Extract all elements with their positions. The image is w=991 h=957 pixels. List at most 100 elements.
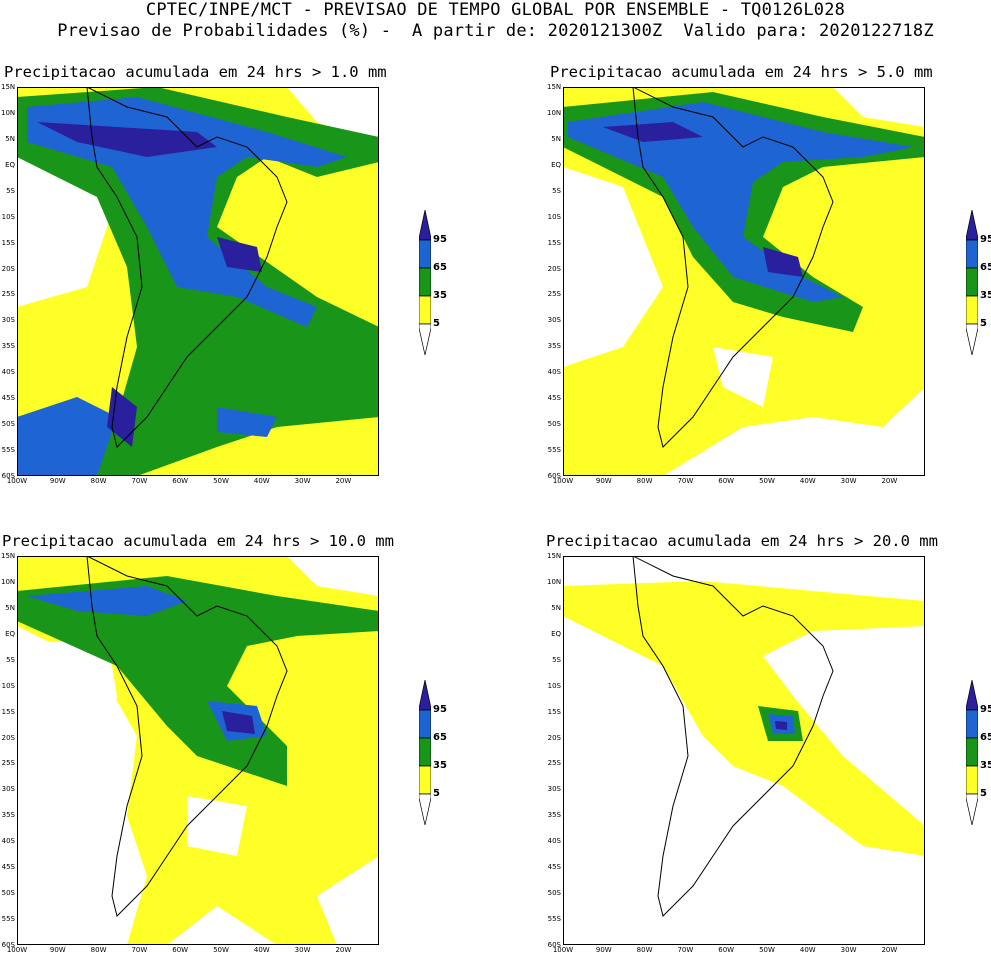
lat-label: 45S	[1, 394, 15, 403]
lon-label: 90W	[595, 477, 612, 485]
colorbar-label: 65	[433, 262, 447, 273]
lat-label: 10S	[1, 212, 15, 221]
lat-label: 10N	[1, 108, 16, 117]
colorbar-label: 95	[433, 704, 447, 715]
probability-area-p5	[563, 581, 925, 856]
lat-label: 55S	[1, 915, 15, 924]
lat-label: 15S	[1, 707, 15, 716]
lat-label: 30S	[547, 785, 561, 794]
colorbar-graphic	[965, 209, 979, 356]
colorbar-segment-p5	[418, 765, 432, 795]
lon-label: 30W	[840, 946, 857, 954]
lon-label: 50W	[759, 477, 775, 485]
lon-label: 60W	[172, 477, 189, 485]
map-canvas	[17, 556, 379, 945]
lon-label: 20W	[335, 946, 352, 954]
map-canvas	[17, 87, 379, 476]
lon-label: 40W	[799, 946, 816, 954]
map-frame	[563, 87, 925, 476]
colorbar-segment-p35	[418, 737, 432, 767]
lat-label: 40S	[547, 837, 561, 846]
lat-label: 50S	[1, 420, 15, 429]
colorbar-segment-p65	[965, 239, 979, 269]
lat-label: 45S	[1, 863, 15, 872]
lat-label: 5S	[552, 186, 561, 195]
lon-label: 30W	[294, 946, 311, 954]
lat-label: 25S	[547, 290, 561, 299]
lat-label: 35S	[1, 342, 15, 351]
colorbar-segment-p5	[418, 295, 432, 325]
lon-label: 70W	[677, 946, 694, 954]
lon-label: 80W	[90, 946, 107, 954]
panel-2-title: Precipitacao acumulada em 24 hrs > 5.0 m…	[550, 63, 933, 81]
lon-label: 60W	[718, 477, 735, 485]
lon-label: 70W	[677, 477, 694, 485]
lat-label: 25S	[1, 759, 15, 768]
probability-area-p65	[27, 586, 187, 616]
lat-label: 60S	[1, 472, 15, 480]
probability-area-p35	[17, 576, 379, 786]
colorbar-segment-p35	[965, 267, 979, 297]
colorbar-label: 95	[980, 234, 991, 245]
lat-label: 10N	[547, 108, 562, 117]
lat-label: 5N	[5, 603, 15, 612]
lat-label: 35S	[1, 811, 15, 820]
probability-area-p95	[603, 122, 703, 142]
header-subtitle: Previsao de Probabilidades (%) - A parti…	[57, 21, 934, 41]
lon-label: 80W	[90, 477, 107, 485]
map-frame	[563, 556, 925, 945]
lat-label: 30S	[1, 316, 15, 325]
lon-label: 90W	[595, 946, 612, 954]
colorbar-segment-p35	[965, 737, 979, 767]
lon-label: 50W	[213, 477, 229, 485]
lon-label: 100W	[6, 477, 28, 485]
colorbar-label: 35	[980, 290, 991, 301]
lat-label: 10N	[1, 577, 16, 586]
probability-area-bg	[187, 796, 247, 856]
coastline	[632, 87, 834, 448]
lon-label: 80W	[636, 946, 653, 954]
lat-label: 25S	[547, 759, 561, 768]
map-frame	[17, 87, 379, 476]
panel-1-map	[17, 87, 379, 476]
colorbar-segment-p65	[418, 709, 432, 739]
lon-label: 90W	[49, 946, 66, 954]
lat-label: 20S	[1, 264, 15, 273]
panel-4-colorbar: 95 65 35 5	[965, 679, 991, 826]
panel-1-title: Precipitacao acumulada em 24 hrs > 1.0 m…	[4, 63, 387, 81]
colorbar-graphic	[418, 679, 432, 826]
lon-label: 40W	[253, 946, 270, 954]
colorbar-segment-p5	[965, 295, 979, 325]
colorbar-label: 35	[433, 290, 447, 301]
lat-label: 40S	[1, 837, 15, 846]
lat-label: 55S	[547, 915, 561, 924]
lon-label: 40W	[253, 477, 270, 485]
lat-label: 50S	[1, 889, 15, 898]
lat-label: 20S	[547, 264, 561, 273]
lat-label: EQ	[5, 160, 15, 169]
colorbar-graphic	[418, 209, 432, 356]
colorbar-segment-p65	[965, 709, 979, 739]
lat-label: 15N	[547, 83, 562, 91]
lon-label: 80W	[636, 477, 653, 485]
panel-3-title: Precipitacao acumulada em 24 hrs > 10.0 …	[2, 532, 394, 550]
colorbar-label: 65	[980, 732, 991, 743]
colorbar-segment-p95	[965, 679, 979, 711]
lon-label: 100W	[552, 946, 574, 954]
lat-label: 60S	[547, 472, 561, 480]
lon-label: 70W	[131, 477, 148, 485]
colorbar-label: 35	[980, 760, 991, 771]
lat-label: 10N	[547, 577, 562, 586]
lat-label: 15S	[547, 238, 561, 247]
probability-area-p95	[775, 721, 787, 730]
colorbar-label: 95	[433, 234, 447, 245]
colorbar-segment-p65	[418, 239, 432, 269]
coastline	[86, 556, 288, 917]
panel-2-colorbar: 95 65 35 5	[965, 209, 991, 356]
panel-4-title: Precipitacao acumulada em 24 hrs > 20.0 …	[546, 532, 938, 550]
probability-area-bg	[287, 556, 379, 596]
coastline	[632, 556, 834, 917]
probability-area-p95	[107, 387, 137, 447]
probability-area-p65	[217, 407, 277, 437]
lat-label: 15S	[547, 707, 561, 716]
